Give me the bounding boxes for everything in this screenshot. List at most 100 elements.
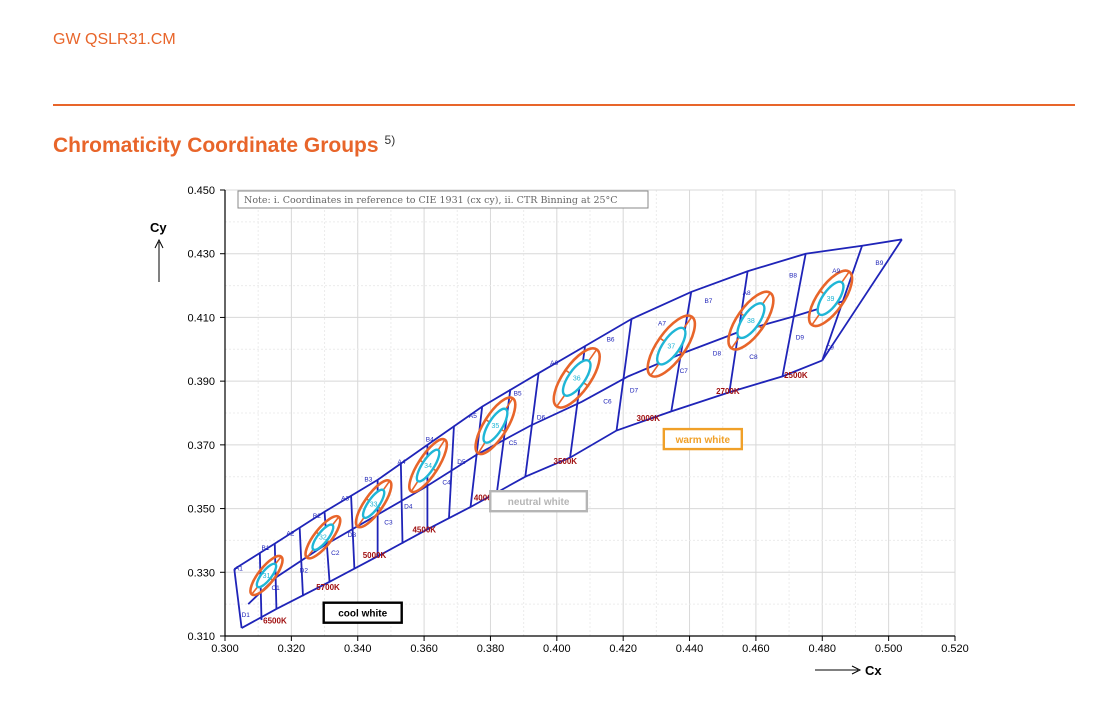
bin-label: B3 <box>364 476 372 483</box>
bin-label: A2 <box>286 531 294 538</box>
bin-label: C4 <box>442 480 451 487</box>
bin-label: D8 <box>713 351 722 358</box>
bin-label: B7 <box>704 298 712 305</box>
y-tick-label: 0.330 <box>187 567 215 579</box>
region-label: warm white <box>675 435 731 446</box>
x-tick-label: 0.420 <box>609 643 637 655</box>
cct-label: 3500K <box>554 457 578 466</box>
inner-ellipse <box>361 488 386 520</box>
x-tick-label: 0.400 <box>543 643 571 655</box>
section-title-text: Chromaticity Coordinate Groups <box>53 134 379 157</box>
y-tick-label: 0.410 <box>187 312 215 324</box>
bin-divider <box>670 291 693 412</box>
cct-label: 2700K <box>716 387 740 396</box>
x-tick-label: 0.520 <box>941 643 969 655</box>
x-tick-label: 0.500 <box>875 643 903 655</box>
bin-label: C8 <box>749 354 758 361</box>
x-tick-label: 0.440 <box>676 643 704 655</box>
cct-label: 5700K <box>316 583 340 592</box>
cct-label: 3000K <box>636 414 660 423</box>
bin-label: A1 <box>235 566 243 573</box>
inner-ellipse <box>311 523 335 552</box>
bin-label: B9 <box>875 260 883 267</box>
x-tick-label: 0.360 <box>410 643 438 655</box>
ellipse-label: 38 <box>747 318 755 325</box>
y-tick-label: 0.430 <box>187 249 215 261</box>
ellipse-label: 39 <box>827 296 835 303</box>
x-tick-label: 0.460 <box>742 643 770 655</box>
y-axis-label: Cy <box>150 220 167 235</box>
bin-boundary-right <box>821 238 903 361</box>
bin-label: D3 <box>348 532 357 539</box>
cct-label: 4000K <box>474 494 498 503</box>
bin-label: D4 <box>404 504 413 511</box>
x-tick-label: 0.380 <box>477 643 505 655</box>
inner-ellipse <box>255 562 278 589</box>
bin-label: A9 <box>832 268 840 275</box>
footnote-ref: 5) <box>384 133 396 147</box>
bin-label: B5 <box>514 390 522 397</box>
bin-label: A3 <box>341 496 349 503</box>
bin-label: C2 <box>331 550 340 557</box>
document-id: GW QSLR31.CM <box>53 31 176 48</box>
bin-label: B6 <box>607 336 615 343</box>
cct-label: 5000K <box>363 551 387 560</box>
bin-divider <box>448 425 455 519</box>
bin-divider <box>781 253 807 377</box>
region-label: neutral white <box>508 497 570 508</box>
bin-label: A6 <box>550 360 558 367</box>
bin-label: A4 <box>398 459 406 466</box>
bin-label: D1 <box>242 612 251 619</box>
ellipse-label: 31 <box>263 573 271 580</box>
note-text: Note: i. Coordinates in reference to CIE… <box>244 195 618 206</box>
note-box <box>237 190 649 209</box>
bin-divider <box>615 318 633 431</box>
ellipse-label: 34 <box>424 463 432 470</box>
bin-divider <box>350 495 356 570</box>
bin-label: C1 <box>271 585 280 592</box>
y-tick-label: 0.310 <box>187 631 215 643</box>
y-tick-label: 0.450 <box>187 185 215 197</box>
bin-label: D5 <box>457 459 466 466</box>
ellipse-group: 31 32 33 34 35 36 37 38 39 <box>249 269 854 597</box>
x-tick-label: 0.480 <box>809 643 837 655</box>
ellipse-label: 33 <box>370 501 378 508</box>
y-tick-label: 0.350 <box>187 504 215 516</box>
bin-label: C6 <box>603 398 612 405</box>
chart-grid <box>224 189 956 637</box>
region-label-box <box>322 601 403 624</box>
header-rule <box>53 104 1075 106</box>
bin-label: A8 <box>743 290 751 297</box>
ellipse-label: 32 <box>319 535 327 542</box>
bin-label: B2 <box>313 513 321 520</box>
ellipse-label: 37 <box>667 344 675 351</box>
cct-label: 6500K <box>263 616 287 625</box>
bin-label: C9 <box>826 344 835 351</box>
inner-ellipse <box>415 448 441 483</box>
bin-label: D2 <box>300 567 309 574</box>
y-tick-label: 0.390 <box>187 376 215 388</box>
bin-label: A7 <box>658 320 666 327</box>
cct-label: 4500K <box>412 525 436 534</box>
bin-label: A5 <box>469 413 477 420</box>
cct-label: 2500K <box>784 371 808 380</box>
bin-label: B1 <box>262 545 270 552</box>
x-axis-arrow-head <box>851 665 862 675</box>
bin-label: D7 <box>630 387 639 394</box>
bin-label: B8 <box>789 273 797 280</box>
bin-boundary-top <box>233 238 903 570</box>
x-tick-label: 0.320 <box>278 643 306 655</box>
bin-label: C7 <box>680 368 689 375</box>
inner-ellipse <box>482 407 509 444</box>
bin-divider <box>233 568 243 629</box>
region-label-box <box>489 490 589 513</box>
bin-label: C5 <box>509 440 518 447</box>
region-label-box <box>662 427 744 451</box>
chart-labels: Note: i. Coordinates in reference to CIE… <box>235 190 884 625</box>
inner-ellipse <box>736 302 766 340</box>
x-tick-label: 0.340 <box>344 643 372 655</box>
ellipse-label: 35 <box>492 423 500 430</box>
inner-ellipse <box>655 326 687 366</box>
inner-ellipse <box>816 280 845 317</box>
bin-label: D9 <box>796 335 805 342</box>
